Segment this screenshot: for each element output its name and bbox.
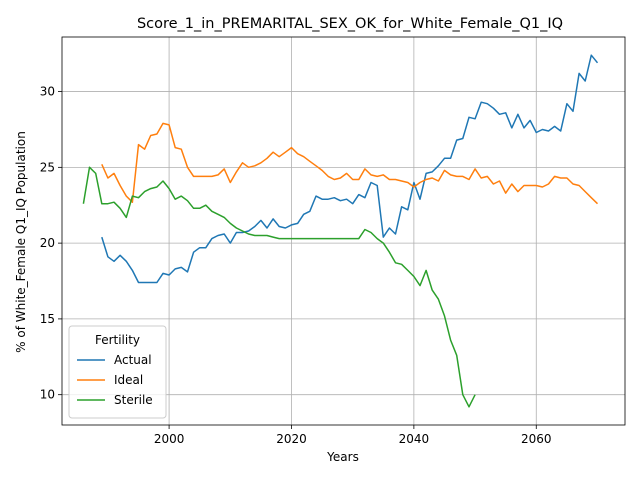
y-tick-label: 25: [40, 160, 55, 174]
series-line-sterile: [82, 166, 476, 408]
grid-lines: [62, 37, 625, 425]
x-tick-label: 2020: [276, 432, 307, 446]
series-line-actual: [101, 54, 599, 284]
y-axis-label: % of White_Female Q1_IQ Population: [14, 131, 28, 353]
chart-title: Score_1_in_PREMARITAL_SEX_OK_for_White_F…: [137, 16, 563, 32]
y-tick-label: 10: [40, 388, 55, 402]
legend-label-actual: Actual: [114, 353, 152, 367]
x-axis-label: Years: [326, 450, 359, 464]
legend-label-ideal: Ideal: [114, 373, 143, 387]
axis-ticks: 2000 2020 2040 2060 10 15 20 25 30: [40, 85, 552, 446]
y-tick-label: 20: [40, 236, 55, 250]
series-line-ideal: [101, 122, 599, 205]
y-tick-label: 30: [40, 85, 55, 99]
y-tick-label: 15: [40, 312, 55, 326]
x-tick-label: 2000: [154, 432, 185, 446]
plot-lines: [82, 54, 599, 408]
legend-box: [68, 325, 167, 419]
legend: Fertility Actual Ideal Sterile: [68, 325, 167, 419]
x-tick-label: 2060: [521, 432, 552, 446]
plot-frame: [61, 36, 626, 426]
legend-title: Fertility: [95, 333, 140, 347]
legend-label-sterile: Sterile: [114, 393, 153, 407]
x-tick-label: 2040: [399, 432, 430, 446]
